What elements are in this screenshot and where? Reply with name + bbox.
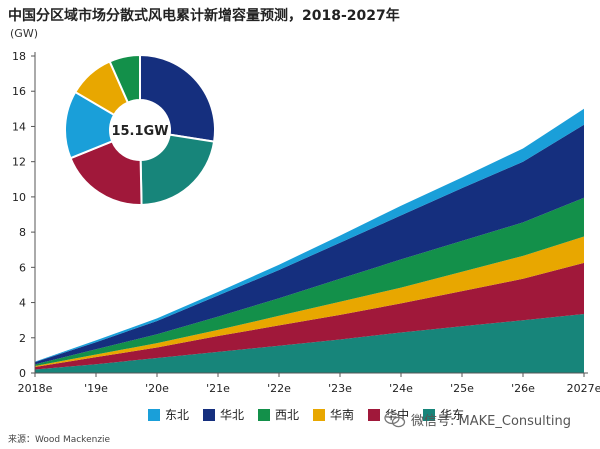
legend-label: 华北 xyxy=(220,408,245,422)
y-tick-label: 12 xyxy=(12,156,26,169)
legend-item: 华北 xyxy=(203,406,244,423)
y-tick-label: 4 xyxy=(19,297,26,310)
area-series xyxy=(35,262,584,370)
wechat-icon xyxy=(384,411,406,427)
donut-center-label: 15.1GW xyxy=(111,124,168,139)
legend-item: 东北 xyxy=(148,406,189,423)
y-tick-label: 14 xyxy=(12,120,26,133)
donut-segment xyxy=(139,133,216,207)
y-tick-label: 10 xyxy=(12,191,26,204)
wechat-watermark: 微信号: MAKE_Consulting xyxy=(384,410,571,429)
legend: 东北 华北 西北 华南 华中 华东 xyxy=(148,406,464,423)
y-axis-unit: (GW) xyxy=(10,27,38,40)
y-tick-label: 18 xyxy=(12,50,26,63)
legend-swatch xyxy=(258,408,271,421)
x-tick-label: 2018e xyxy=(18,382,53,395)
x-tick-label: 2027e xyxy=(567,382,600,395)
chart-title: 中国分区域市场分散式风电累计新增容量预测，2018-2027年 xyxy=(8,8,400,24)
x-tick-label: '20e xyxy=(145,382,169,395)
legend-swatch xyxy=(423,408,436,421)
x-tick-label: '26e xyxy=(511,382,535,395)
x-tick-label: '25e xyxy=(450,382,474,395)
legend-swatch xyxy=(203,408,216,421)
legend-item: 西北 xyxy=(258,406,299,423)
y-tick-label: 6 xyxy=(19,261,26,274)
source-note: 来源：Wood Mackenzie xyxy=(8,435,111,445)
legend-label: 西北 xyxy=(275,408,300,422)
x-tick-label: '24e xyxy=(389,382,413,395)
x-tick-label: '19e xyxy=(84,382,108,395)
donut-segment xyxy=(108,53,141,104)
legend-item: 华南 xyxy=(313,406,354,423)
donut-segment xyxy=(139,53,216,143)
y-tick-label: 8 xyxy=(19,226,26,239)
x-tick-label: '23e xyxy=(328,382,352,395)
legend-item: 华东 xyxy=(423,406,464,423)
area-series xyxy=(35,314,584,373)
donut-segment xyxy=(69,139,143,206)
y-tick-label: 0 xyxy=(19,367,26,380)
legend-label: 华南 xyxy=(330,408,355,422)
x-tick-label: '21e xyxy=(206,382,230,395)
y-tick-label: 2 xyxy=(19,332,26,345)
legend-swatch xyxy=(313,408,326,421)
legend-swatch xyxy=(148,408,160,421)
watermark-text: 微信号: MAKE_Consulting xyxy=(411,414,571,429)
legend-label: 华东 xyxy=(440,408,465,422)
legend-label: 东北 xyxy=(165,408,190,422)
x-tick-label: '22e xyxy=(267,382,291,395)
y-tick-label: 16 xyxy=(12,85,26,98)
legend-swatch xyxy=(368,408,381,421)
